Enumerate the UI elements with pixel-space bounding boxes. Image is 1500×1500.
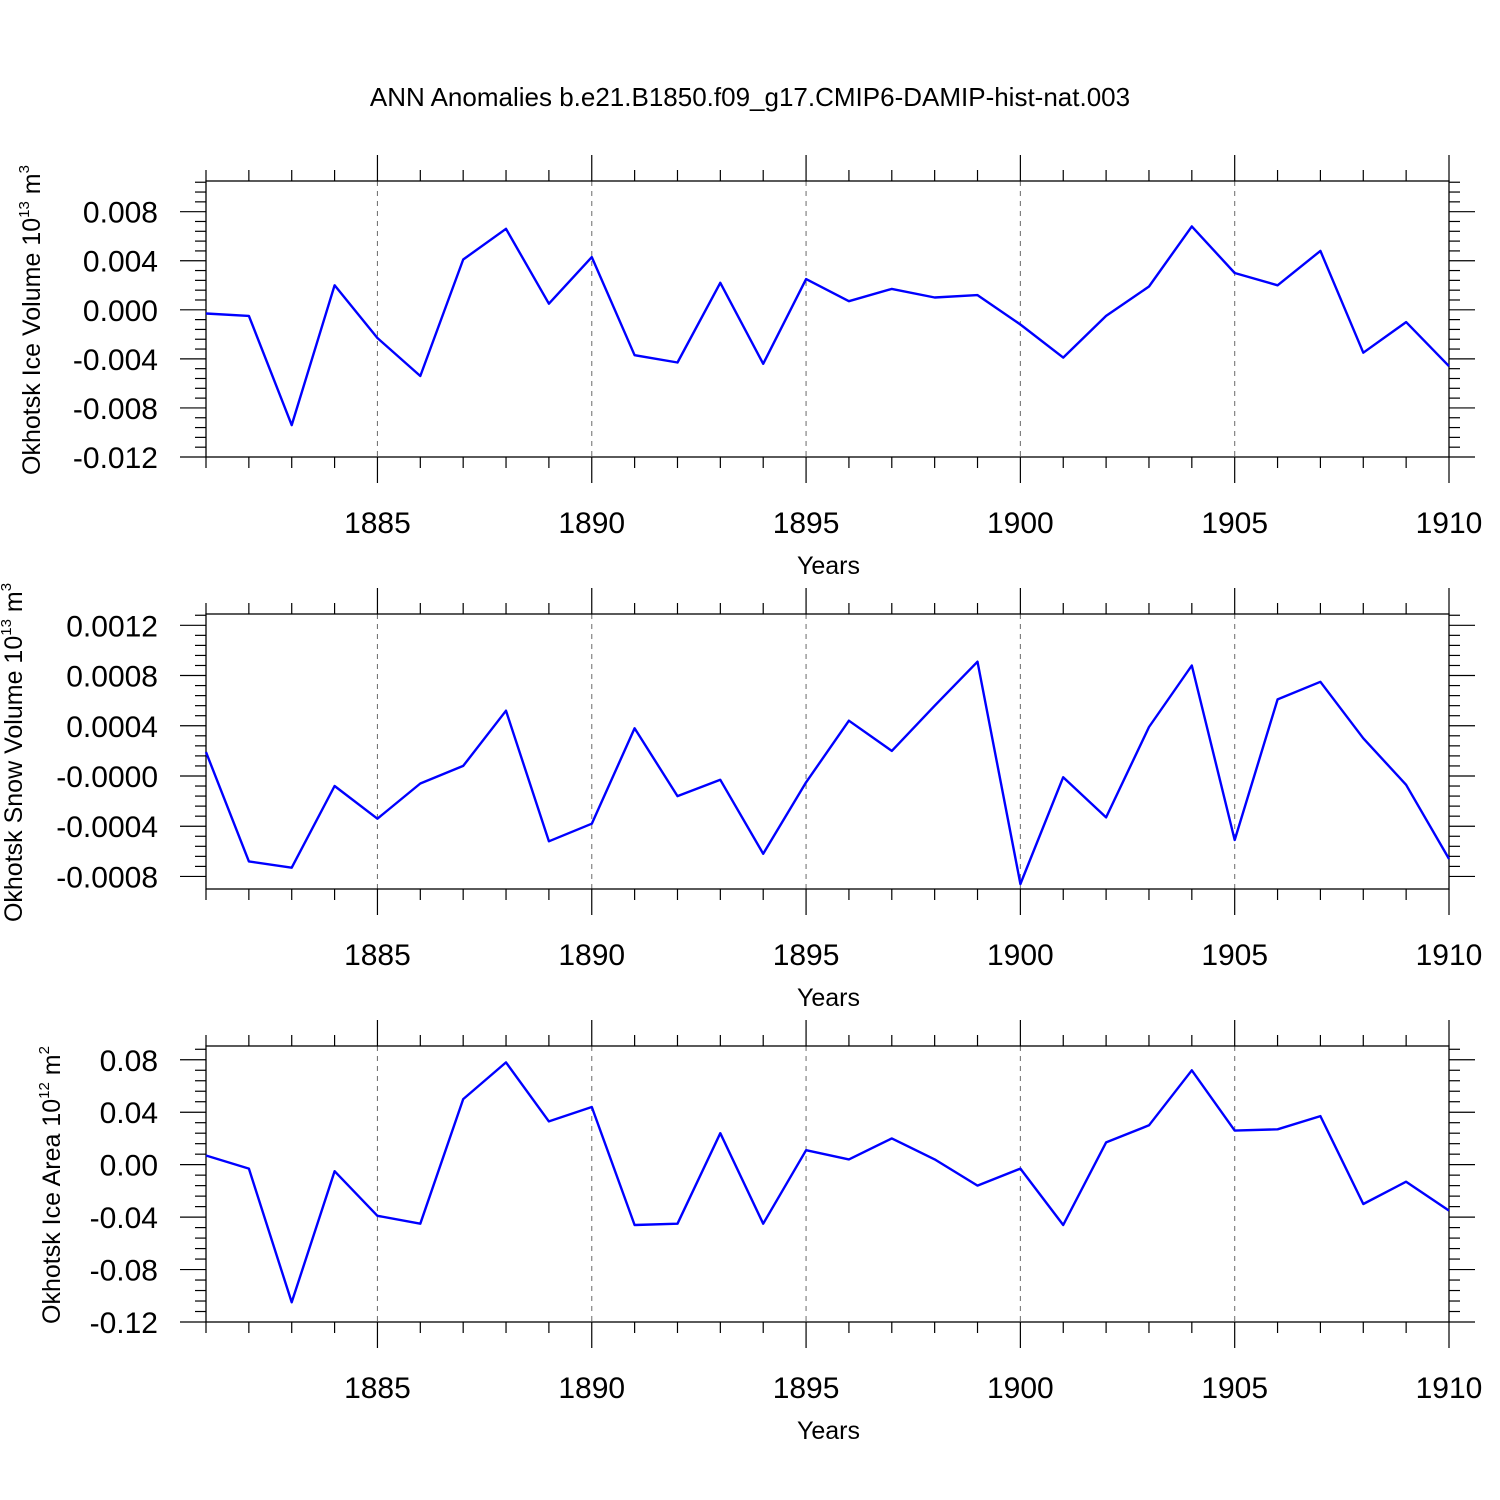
y-axis-label-unit-exponent: 2: [36, 1046, 53, 1054]
y-tick-label: -0.08: [90, 1255, 158, 1288]
x-axis-label: Years: [797, 1417, 860, 1445]
x-tick-label: 1895: [773, 507, 840, 540]
series-line: [205, 1061, 1450, 1304]
y-axis-label-exponent: 13: [16, 201, 33, 218]
x-axis-label: Years: [797, 984, 860, 1012]
y-tick-label: -0.012: [73, 442, 158, 475]
panel-3: 1885 1890 1895 1900 1905 1910 -0.12 -0.08 -0.04 0…: [36, 1020, 1482, 1445]
y-tick-label: 0.08: [100, 1045, 158, 1078]
x-tick-label: 1885: [344, 1372, 411, 1405]
y-axis-label-unit-exponent: 3: [16, 165, 33, 173]
x-tick-label: 1890: [558, 507, 625, 540]
y-tick-label: 0.04: [100, 1097, 158, 1130]
x-tick-label: 1910: [1416, 939, 1483, 972]
y-axis-label-unit: m: [18, 173, 46, 201]
y-axis-label: Okhotsk Snow Volume 1013 m3: [0, 583, 28, 922]
y-tick-label: -0.0004: [56, 811, 158, 844]
plot-frame: [205, 180, 1450, 458]
y-axis-label-unit: m: [38, 1054, 66, 1082]
plot-frame: [205, 613, 1450, 890]
y-tick-label: 0.0012: [66, 610, 158, 643]
x-axis-label: Years: [797, 552, 860, 580]
y-axis-label-text: Okhotsk Snow Volume 10: [0, 636, 28, 922]
y-tick-label: -0.0000: [56, 761, 158, 794]
chart-panels: 1885 1890 1895 1900 1905 1910 -0.012 -0.008 -0.0…: [0, 155, 1482, 1445]
chart-title: ANN Anomalies b.e21.B1850.f09_g17.CMIP6-…: [370, 82, 1130, 112]
y-tick-label: -0.04: [90, 1202, 158, 1235]
x-tick-label: 1890: [558, 1372, 625, 1405]
x-tick-label: 1905: [1201, 939, 1268, 972]
panel-1: 1885 1890 1895 1900 1905 1910 -0.012 -0.008 -0.0…: [16, 155, 1482, 580]
series-line: [204, 660, 1451, 886]
x-tick-label: 1890: [558, 939, 625, 972]
y-axis-label-text: Okhotsk Ice Volume 10: [18, 218, 46, 475]
x-tick-label: 1910: [1416, 507, 1483, 540]
x-tick-label: 1910: [1416, 1372, 1483, 1405]
y-tick-label: 0.004: [83, 246, 158, 279]
y-tick-label: 0.0004: [66, 711, 158, 744]
y-tick-label: 0.00: [100, 1150, 158, 1183]
y-axis-label: Okhotsk Ice Area 1012 m2: [36, 1046, 66, 1324]
y-tick-label: 0.000: [83, 295, 158, 328]
y-axis-label: Okhotsk Ice Volume 1013 m3: [16, 165, 46, 475]
plot-frame: [205, 1045, 1450, 1323]
x-tick-label: 1895: [773, 939, 840, 972]
y-axis-label-exponent: 12: [36, 1082, 53, 1099]
panel-2: 1885 1890 1895 1900 1905 1910 -0.0008 -0.0004 -0…: [0, 583, 1482, 1012]
y-tick-label: -0.008: [73, 393, 158, 426]
y-tick-label: -0.004: [73, 344, 158, 377]
y-axis-label-exponent: 13: [0, 619, 15, 636]
x-tick-label: 1895: [773, 1372, 840, 1405]
x-tick-label: 1905: [1201, 1372, 1268, 1405]
x-tick-label: 1885: [344, 939, 411, 972]
x-tick-label: 1885: [344, 507, 411, 540]
x-tick-label: 1900: [987, 939, 1054, 972]
x-tick-label: 1905: [1201, 507, 1268, 540]
y-axis-label-text: Okhotsk Ice Area 10: [38, 1099, 66, 1324]
series-line: [205, 225, 1450, 427]
y-tick-label: 0.0008: [66, 661, 158, 694]
y-tick-label: -0.0008: [56, 861, 158, 894]
y-tick-label: 0.008: [83, 197, 158, 230]
y-axis-label-unit-exponent: 3: [0, 583, 15, 591]
y-axis-label-unit: m: [0, 591, 28, 619]
x-tick-label: 1900: [987, 507, 1054, 540]
y-tick-label: -0.12: [90, 1307, 158, 1340]
x-tick-label: 1900: [987, 1372, 1054, 1405]
